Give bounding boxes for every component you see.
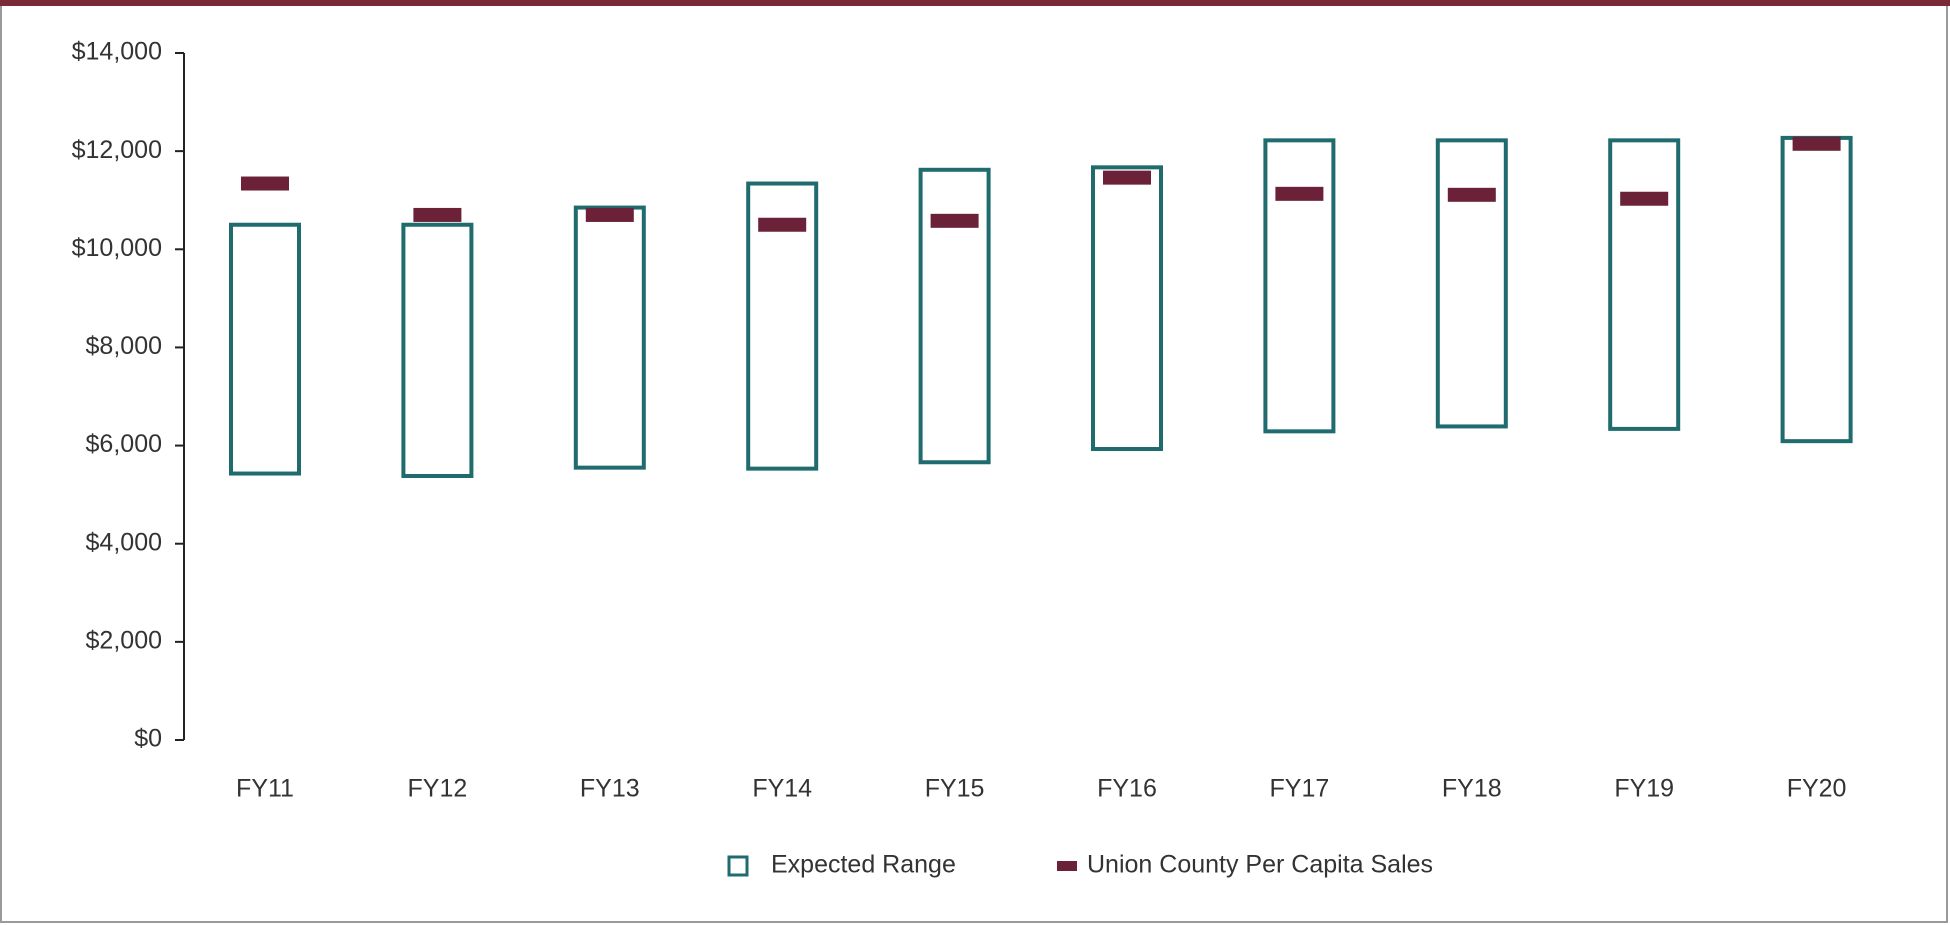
y-tick-label: $12,000 <box>72 136 162 164</box>
y-tick-label: $14,000 <box>72 38 162 66</box>
range-box <box>1091 165 1163 452</box>
sales-marker <box>1275 186 1324 201</box>
y-tick-label: $4,000 <box>86 528 162 556</box>
y-tick-label: $8,000 <box>86 332 162 360</box>
x-tick-label: FY18 <box>1442 775 1502 803</box>
sales-marker <box>1620 191 1669 206</box>
range-box <box>573 205 646 470</box>
sales-marker <box>241 176 289 191</box>
sales-marker <box>930 213 979 228</box>
sales-marker <box>585 207 634 222</box>
range-box <box>1263 138 1336 434</box>
x-tick-label: FY14 <box>752 775 812 803</box>
x-tick-label: FY13 <box>580 775 640 803</box>
legend-swatch <box>727 855 749 877</box>
sales-marker <box>413 207 462 222</box>
y-tick-label: $10,000 <box>72 234 162 262</box>
x-tick-label: FY20 <box>1787 775 1847 803</box>
x-tick-label: FY11 <box>236 775 294 803</box>
legend-label: Expected Range <box>771 851 956 879</box>
top-border <box>0 0 1950 6</box>
y-tick-label: $2,000 <box>86 626 162 654</box>
range-box <box>401 222 474 478</box>
sales-marker <box>1103 170 1151 185</box>
x-tick-label: FY17 <box>1270 775 1330 803</box>
range-box <box>918 167 991 465</box>
sales-marker <box>758 217 807 232</box>
x-tick-label: FY16 <box>1097 775 1157 803</box>
range-box <box>1608 138 1681 431</box>
legend-swatch <box>1057 861 1077 871</box>
x-tick-label: FY19 <box>1614 775 1674 803</box>
sales-marker <box>1792 136 1841 151</box>
sales-marker <box>1447 187 1496 202</box>
x-tick-label: FY15 <box>925 775 985 803</box>
range-box <box>746 181 819 471</box>
range-box <box>1435 138 1508 429</box>
y-tick-label: $6,000 <box>86 430 162 458</box>
y-tick-label: $0 <box>134 725 162 753</box>
legend-label: Union County Per Capita Sales <box>1087 851 1433 879</box>
x-tick-label: FY12 <box>408 775 468 803</box>
range-box <box>229 222 301 476</box>
